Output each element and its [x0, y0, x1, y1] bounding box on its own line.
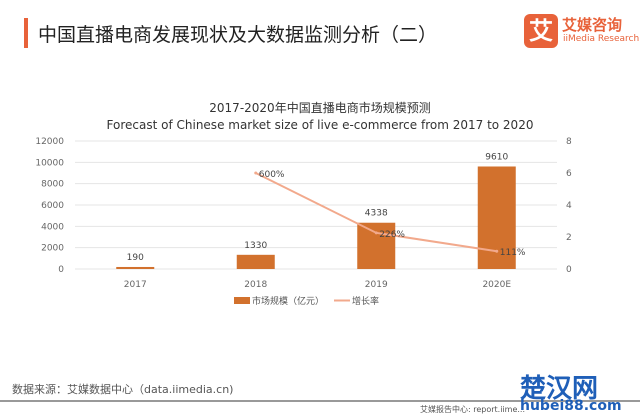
y-left-tick-label: 0: [58, 265, 64, 275]
bar: [357, 222, 396, 269]
y-left-tick-label: 6000: [41, 201, 64, 211]
x-tick-label: 2017: [124, 280, 147, 290]
y-right-tick-label: 6: [566, 169, 572, 179]
x-tick-label: 2019: [365, 280, 388, 290]
data-source: 数据来源：艾媒数据中心（data.iimedia.cn): [12, 383, 234, 396]
line-point: [374, 231, 378, 235]
chart-subtitle: Forecast of Chinese market size of live …: [107, 118, 534, 132]
bar: [236, 254, 275, 269]
y-right-tick-label: 8: [566, 137, 572, 147]
y-left-tick-label: 2000: [41, 244, 64, 254]
footer-divider: [0, 400, 640, 402]
legend-bar-swatch: [234, 297, 250, 304]
y-left-tick-label: 12000: [35, 137, 64, 147]
legend-line-label: 增长率: [352, 295, 379, 307]
line-point: [495, 249, 499, 253]
legend-bar-label: 市场规模（亿元）: [252, 295, 324, 307]
watermark-url: hubei88.com: [520, 398, 622, 414]
y-right-tick-label: 2: [566, 233, 572, 243]
line-point: [254, 171, 258, 175]
watermark: 楚汉网: [520, 374, 599, 404]
brand-name: 艾媒咨询: [562, 16, 623, 34]
chart-title: 2017-2020年中国直播电商市场规模预测: [209, 100, 430, 115]
y-left-tick-label: 4000: [41, 222, 64, 232]
brand-name-en: iiMedia Research: [563, 34, 640, 44]
y-right-tick-label: 4: [566, 201, 572, 211]
x-tick-label: 2018: [244, 280, 267, 290]
bar-data-label: 9610: [485, 152, 508, 162]
line-data-label: 600%: [259, 170, 285, 180]
bar-data-label: 1330: [244, 241, 267, 251]
page-title: 中国直播电商发展现状及大数据监测分析（二）: [38, 24, 438, 46]
y-right-tick-label: 0: [566, 265, 572, 275]
bar-data-label: 190: [127, 253, 144, 263]
brand-logo: 艾: [524, 14, 558, 48]
line-data-label: 111%: [500, 248, 526, 258]
y-left-tick-label: 10000: [35, 158, 64, 168]
y-left-tick-label: 8000: [41, 180, 64, 190]
x-tick-label: 2020E: [482, 280, 511, 290]
report-link: 艾媒报告中心: report.iime...: [420, 405, 526, 414]
bar-data-label: 4338: [365, 209, 388, 219]
title-accent-bar: [24, 18, 28, 48]
line-data-label: 226%: [379, 230, 405, 240]
bar: [116, 266, 155, 269]
